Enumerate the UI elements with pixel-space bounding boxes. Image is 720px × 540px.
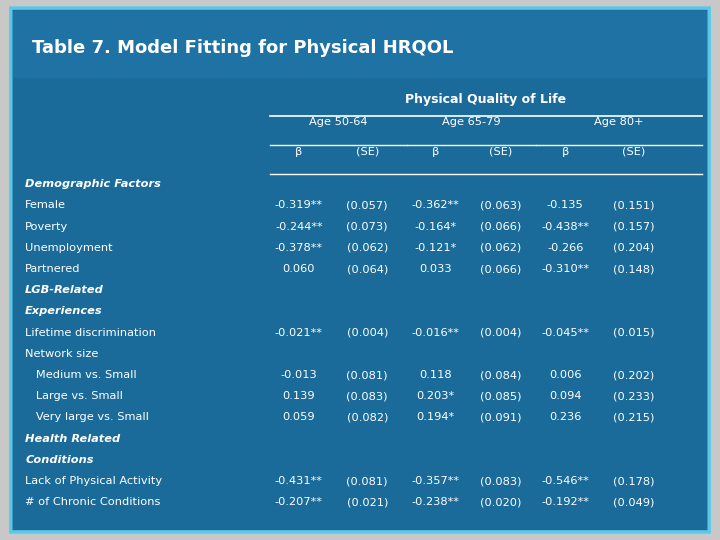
Text: -0.021**: -0.021** <box>275 328 323 338</box>
Text: -0.378**: -0.378** <box>275 243 323 253</box>
Text: (0.081): (0.081) <box>346 476 388 486</box>
Text: -0.546**: -0.546** <box>541 476 589 486</box>
Text: (0.073): (0.073) <box>346 222 388 232</box>
Text: 0.118: 0.118 <box>419 370 452 380</box>
Text: Unemployment: Unemployment <box>25 243 113 253</box>
Text: (0.062): (0.062) <box>480 243 521 253</box>
Text: (0.084): (0.084) <box>480 370 521 380</box>
Text: (0.015): (0.015) <box>613 328 654 338</box>
Text: -0.431**: -0.431** <box>275 476 323 486</box>
Text: (0.004): (0.004) <box>480 328 521 338</box>
Text: -0.016**: -0.016** <box>412 328 459 338</box>
Text: (0.178): (0.178) <box>613 476 654 486</box>
Text: (0.062): (0.062) <box>346 243 388 253</box>
Text: (SE): (SE) <box>489 147 512 157</box>
Text: Partnered: Partnered <box>25 264 81 274</box>
Text: 0.203*: 0.203* <box>417 391 454 401</box>
Text: Age 50-64: Age 50-64 <box>309 117 368 127</box>
Text: (0.021): (0.021) <box>346 497 388 507</box>
Text: -0.135: -0.135 <box>546 200 584 211</box>
Text: (0.215): (0.215) <box>613 413 654 422</box>
Text: (0.204): (0.204) <box>613 243 654 253</box>
Text: -0.357**: -0.357** <box>412 476 459 486</box>
Text: Lack of Physical Activity: Lack of Physical Activity <box>25 476 162 486</box>
Text: -0.438**: -0.438** <box>541 222 589 232</box>
Text: Large vs. Small: Large vs. Small <box>25 391 123 401</box>
Text: (0.082): (0.082) <box>346 413 388 422</box>
Text: Age 80+: Age 80+ <box>595 117 644 127</box>
Text: -0.207**: -0.207** <box>275 497 323 507</box>
Text: -0.192**: -0.192** <box>541 497 589 507</box>
Text: (SE): (SE) <box>356 147 379 157</box>
Text: (0.233): (0.233) <box>613 391 654 401</box>
Text: LGB-Related: LGB-Related <box>25 285 104 295</box>
Text: -0.362**: -0.362** <box>412 200 459 211</box>
Text: 0.006: 0.006 <box>549 370 582 380</box>
Text: (0.202): (0.202) <box>613 370 654 380</box>
Text: -0.045**: -0.045** <box>541 328 589 338</box>
Text: (0.066): (0.066) <box>480 264 521 274</box>
Text: -0.238**: -0.238** <box>412 497 459 507</box>
Text: (0.148): (0.148) <box>613 264 654 274</box>
Text: Age 65-79: Age 65-79 <box>442 117 501 127</box>
Text: Demographic Factors: Demographic Factors <box>25 179 161 190</box>
Text: Poverty: Poverty <box>25 222 68 232</box>
Text: Experiences: Experiences <box>25 307 103 316</box>
Text: Lifetime discrimination: Lifetime discrimination <box>25 328 156 338</box>
Text: (0.064): (0.064) <box>346 264 388 274</box>
Text: -0.310**: -0.310** <box>541 264 589 274</box>
Text: Health Related: Health Related <box>25 434 120 444</box>
Text: -0.244**: -0.244** <box>275 222 323 232</box>
Text: (0.157): (0.157) <box>613 222 654 232</box>
Text: (0.049): (0.049) <box>613 497 654 507</box>
Text: -0.164*: -0.164* <box>415 222 456 232</box>
Text: Table 7. Model Fitting for Physical HRQOL: Table 7. Model Fitting for Physical HRQO… <box>32 38 454 57</box>
Text: (SE): (SE) <box>622 147 645 157</box>
Text: (0.091): (0.091) <box>480 413 521 422</box>
Text: 0.060: 0.060 <box>282 264 315 274</box>
Text: -0.319**: -0.319** <box>275 200 323 211</box>
Text: (0.057): (0.057) <box>346 200 388 211</box>
Text: 0.033: 0.033 <box>419 264 452 274</box>
Text: -0.013: -0.013 <box>280 370 318 380</box>
Text: (0.151): (0.151) <box>613 200 654 211</box>
Text: 0.094: 0.094 <box>549 391 582 401</box>
Text: (0.004): (0.004) <box>346 328 388 338</box>
Text: Network size: Network size <box>25 349 99 359</box>
Text: (0.085): (0.085) <box>480 391 521 401</box>
Text: 0.194*: 0.194* <box>417 413 454 422</box>
Text: (0.063): (0.063) <box>480 200 521 211</box>
Text: β: β <box>295 147 302 157</box>
Text: (0.066): (0.066) <box>480 222 521 232</box>
Text: 0.059: 0.059 <box>282 413 315 422</box>
Text: β: β <box>432 147 439 157</box>
Text: 0.236: 0.236 <box>549 413 581 422</box>
Text: (0.083): (0.083) <box>480 476 521 486</box>
Text: (0.083): (0.083) <box>346 391 388 401</box>
Text: Medium vs. Small: Medium vs. Small <box>25 370 137 380</box>
Text: (0.081): (0.081) <box>346 370 388 380</box>
Text: Female: Female <box>25 200 66 211</box>
Text: β: β <box>562 147 569 157</box>
Text: # of Chronic Conditions: # of Chronic Conditions <box>25 497 161 507</box>
Text: -0.266: -0.266 <box>547 243 583 253</box>
Text: -0.121*: -0.121* <box>415 243 456 253</box>
Text: Physical Quality of Life: Physical Quality of Life <box>405 93 567 106</box>
Text: Conditions: Conditions <box>25 455 94 465</box>
Text: 0.139: 0.139 <box>282 391 315 401</box>
Text: Very large vs. Small: Very large vs. Small <box>25 413 149 422</box>
Text: (0.020): (0.020) <box>480 497 521 507</box>
